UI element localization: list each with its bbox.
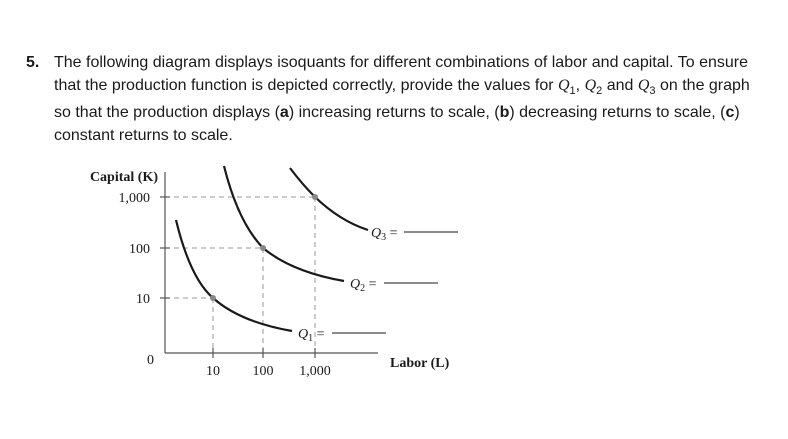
point-1000-1000: [312, 194, 318, 200]
isoquant-q3-curve: [289, 167, 369, 232]
point-10-10: [210, 295, 216, 301]
question-block: 5. The following diagram displays isoqua…: [26, 52, 766, 147]
isoquant-q1-equals: =: [313, 327, 325, 342]
y-tick-label-10: 10: [136, 292, 150, 307]
isoquant-q3-label: Q3 =: [371, 226, 398, 243]
q1-symbol: Q: [557, 76, 570, 94]
x-axis-label: Labor (L): [390, 356, 450, 371]
isoquant-q2-label: Q2 =: [350, 277, 377, 294]
part-b-label: b: [499, 104, 510, 122]
isoquant-q1-subscript: 1: [308, 333, 313, 344]
axes: [160, 172, 378, 358]
isoquant-q1-symbol: Q: [298, 327, 308, 342]
answer-blanks: [332, 231, 458, 334]
x-tick-label-1000: 1,000: [299, 364, 331, 379]
y-axis-label: Capital (K): [90, 170, 158, 185]
y-tick-label-100: 100: [129, 242, 150, 257]
isoquant-q2-subscript: 2: [360, 283, 365, 294]
isoquant-q2-symbol: Q: [350, 277, 360, 292]
question-part1: The following diagram displays isoquants…: [54, 54, 749, 94]
question-part3: ) increasing returns to scale, (: [288, 104, 500, 122]
q2-subscript: 2: [596, 84, 603, 97]
part-c-label: c: [725, 104, 735, 122]
question-number: 5.: [26, 54, 40, 71]
isoquant-q3-subscript: 3: [381, 232, 386, 243]
guide-lines: [165, 196, 316, 353]
x-tick-label-10: 10: [206, 364, 220, 379]
q3-symbol: Q: [637, 76, 650, 94]
origin-label: 0: [147, 353, 154, 368]
question-text: The following diagram displays isoquants…: [54, 52, 766, 147]
isoquant-q2-curve: [222, 165, 345, 283]
isoquant-q3-equals: =: [386, 226, 398, 241]
isoquant-q1-label: Q1 =: [298, 327, 325, 344]
x-tick-label-100: 100: [253, 364, 274, 379]
q1-subscript: 1: [569, 84, 576, 97]
isoquant-q2-equals: =: [365, 277, 377, 292]
point-100-100: [260, 245, 266, 251]
isoquant-q1-curve: [174, 219, 293, 333]
combination-points: [210, 194, 318, 301]
question-sep2: and: [602, 76, 638, 94]
q3-subscript: 3: [649, 84, 656, 97]
q2-symbol: Q: [584, 76, 597, 94]
question-part4: ) decreasing returns to scale, (: [509, 104, 726, 122]
question-part2: on the graph so that the production disp…: [54, 76, 750, 122]
question-sep1: ,: [575, 76, 585, 94]
question-part5: ) constant returns to scale.: [54, 104, 740, 144]
isoquant-q3-symbol: Q: [371, 226, 381, 241]
part-a-label: a: [279, 104, 289, 122]
y-tick-label-1000: 1,000: [119, 191, 151, 206]
